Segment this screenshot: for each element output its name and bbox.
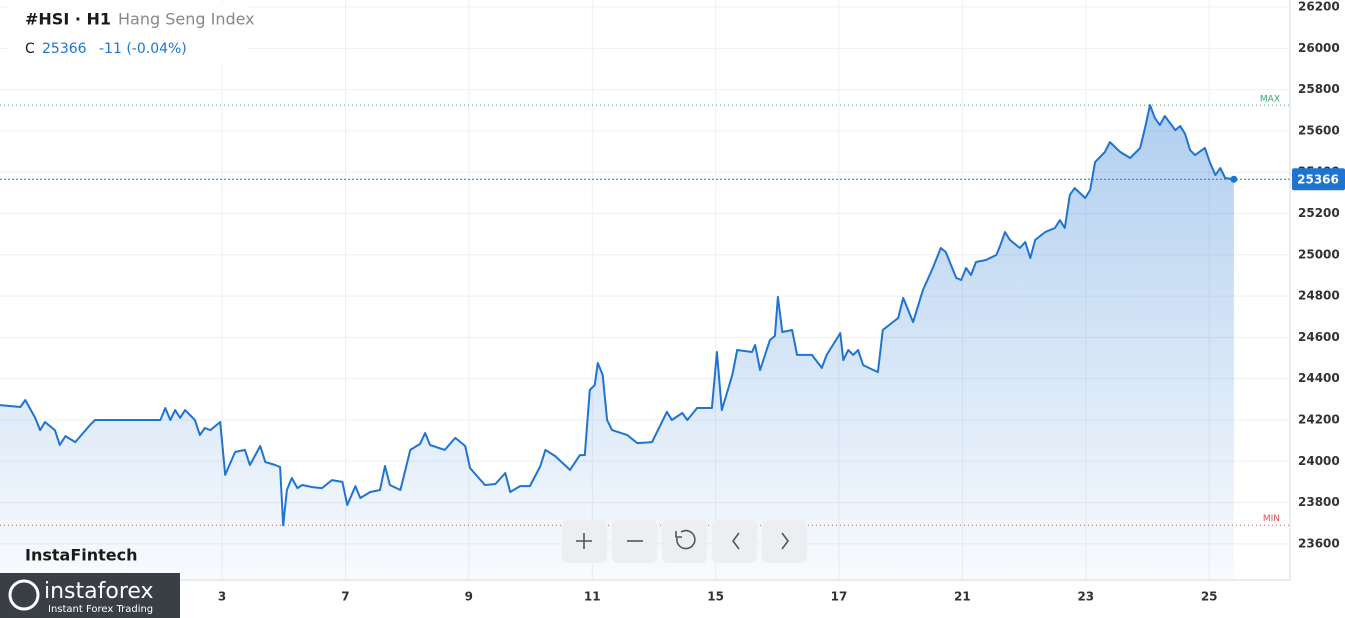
- scroll-right-button[interactable]: [762, 520, 807, 563]
- x-tick-label: 7: [341, 590, 349, 604]
- y-tick-label: 23600: [1298, 536, 1340, 550]
- x-tick-label: 25: [1201, 590, 1218, 604]
- brand: InstaFintech: [25, 546, 138, 565]
- x-tick-label: 17: [831, 590, 848, 604]
- logo: instaforex Instant Forex Trading: [0, 573, 180, 618]
- scroll-left-button[interactable]: [712, 520, 757, 563]
- close-prefix: C: [25, 41, 35, 57]
- instrument-name: Hang Seng Index: [118, 10, 255, 29]
- logo-background: [0, 573, 180, 618]
- logo-tagline: Instant Forex Trading: [48, 604, 153, 615]
- y-tick-label: 23800: [1298, 495, 1340, 509]
- zoom-controls: [562, 520, 807, 563]
- close-value: 25366: [42, 41, 87, 57]
- y-tick-label: 25600: [1298, 123, 1340, 137]
- y-tick-label: 24000: [1298, 454, 1340, 468]
- header-box: [8, 4, 248, 64]
- y-tick-label: 25800: [1298, 82, 1340, 96]
- logo-name: instaforex: [44, 579, 154, 604]
- y-tick-label: 24200: [1298, 412, 1340, 426]
- y-tick-label: 24800: [1298, 289, 1340, 303]
- min-label: MIN: [1263, 514, 1280, 524]
- y-tick-label: 25200: [1298, 206, 1340, 220]
- y-tick-label: 26000: [1298, 41, 1340, 55]
- zoom-in-button[interactable]: [562, 520, 607, 563]
- symbol: #HSI · H1: [25, 10, 111, 29]
- x-tick-label: 21: [954, 590, 971, 604]
- x-tick-label: 23: [1077, 590, 1094, 604]
- axes: 23600 23800 24000 24200 24400 24600 24800 25000…: [218, 0, 1345, 604]
- x-tick-label: 11: [584, 590, 601, 604]
- y-tick-label: 25000: [1298, 247, 1340, 261]
- reset-button[interactable]: [662, 520, 707, 563]
- area: [0, 105, 1234, 580]
- change: -11 (-0.04%): [99, 41, 187, 57]
- x-tick-label: 15: [707, 590, 724, 604]
- max-label: MAX: [1260, 95, 1280, 105]
- logo-icon: [8, 579, 40, 611]
- zoom-out-button[interactable]: [612, 520, 657, 563]
- x-tick-label: 9: [465, 590, 473, 604]
- y-tick-label: 26200: [1298, 0, 1340, 14]
- close-label: 25366: [1297, 173, 1339, 187]
- line: [0, 104, 1235, 527]
- y-tick-label: 24600: [1298, 330, 1340, 344]
- x-tick-label: 3: [218, 590, 226, 604]
- close-label-box: [1292, 168, 1345, 191]
- y-tick-label: 24400: [1298, 371, 1340, 385]
